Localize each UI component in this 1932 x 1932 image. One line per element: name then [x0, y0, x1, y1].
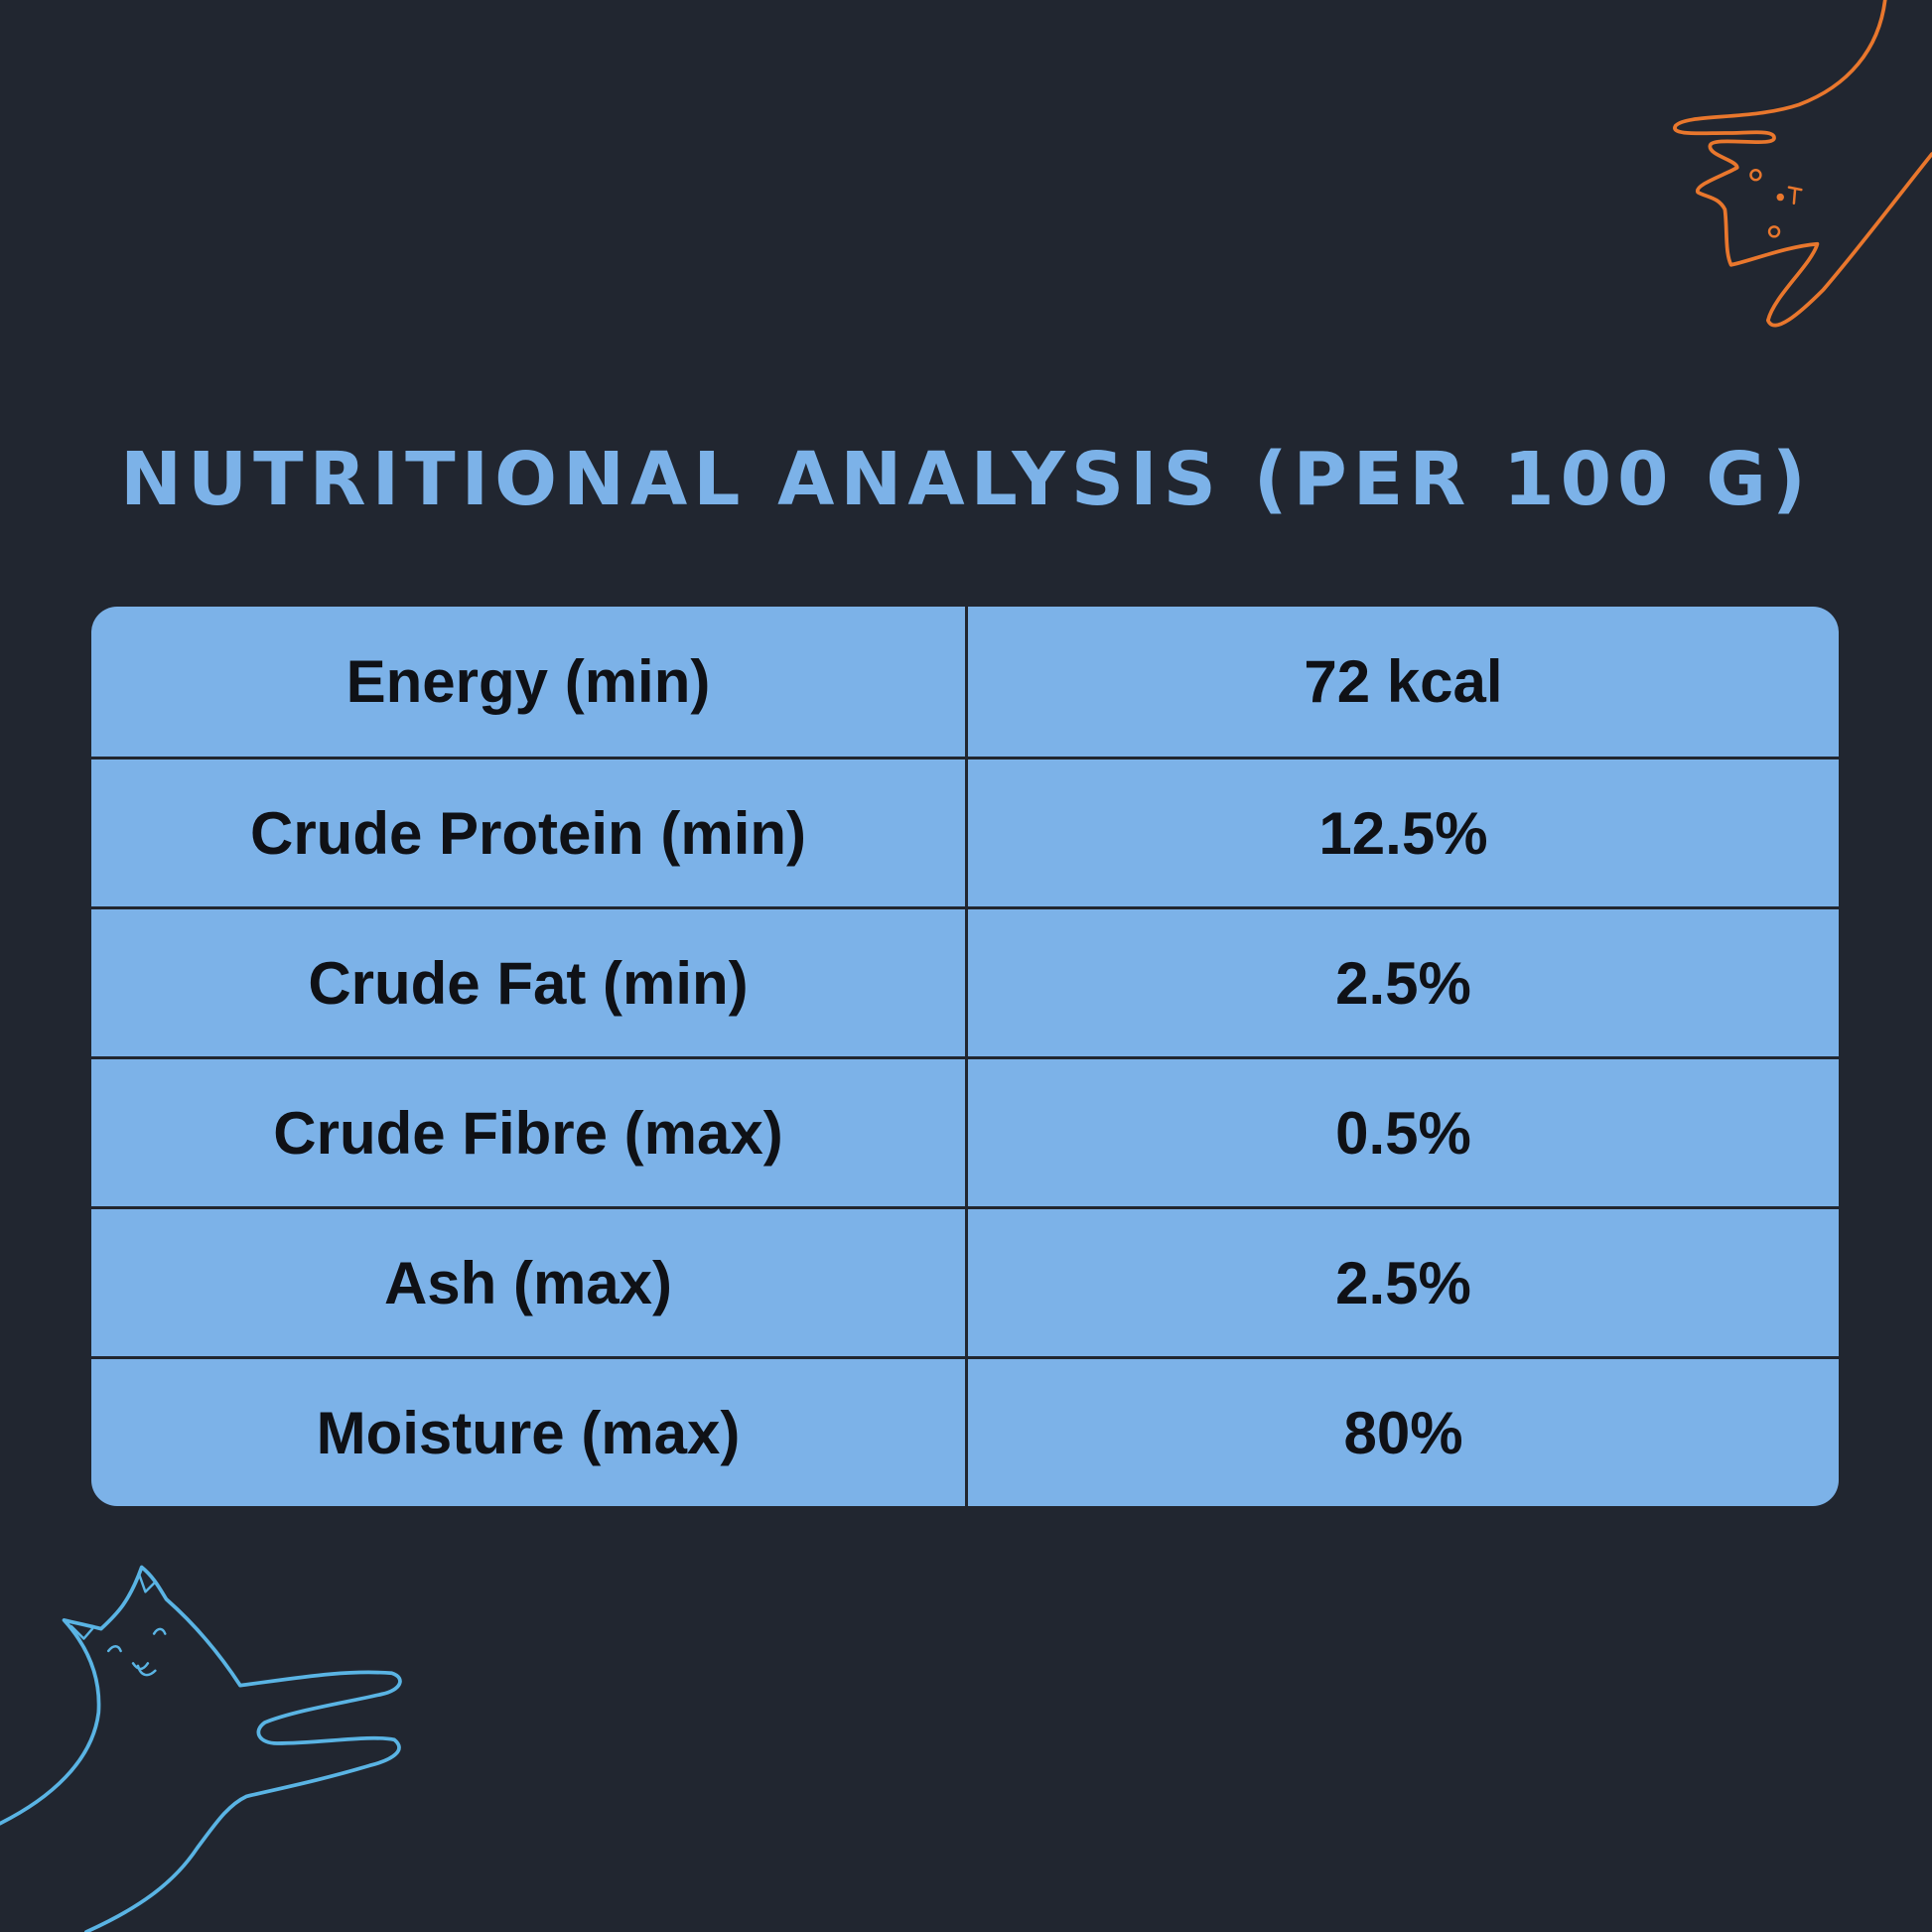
table-row: Crude Protein (min) 12.5%: [91, 757, 1839, 906]
value-cell: 80%: [965, 1359, 1839, 1506]
label-cell: Moisture (max): [316, 1399, 741, 1466]
label-cell: Energy (min): [345, 648, 711, 715]
orange-cat: [1673, 0, 1932, 328]
nutrition-table: Energy (min) 72 kcal Crude Protein (min) 12…: [91, 607, 1839, 1506]
table-row: Ash (max) 2.5%: [91, 1206, 1839, 1356]
table-row: Crude Fibre (max) 0.5%: [91, 1056, 1839, 1206]
table-row: Moisture (max) 80%: [91, 1356, 1839, 1506]
table-row: Crude Fat (min) 2.5%: [91, 906, 1839, 1056]
label-cell: Ash (max): [383, 1249, 673, 1316]
value-cell: 12.5%: [965, 759, 1839, 906]
label-cell: Crude Protein (min): [249, 799, 806, 867]
label-cell: Crude Fibre (max): [273, 1099, 783, 1167]
value-cell: 72 kcal: [965, 607, 1839, 757]
blue-cat: [0, 1565, 402, 1932]
title: Nutritional Analysis (per 100 g): [120, 437, 1812, 522]
value-cell: 2.5%: [965, 1209, 1839, 1356]
value-cell: 0.5%: [965, 1059, 1839, 1206]
value-cell: 2.5%: [965, 909, 1839, 1056]
label-cell: Crude Fat (min): [308, 949, 749, 1017]
table-row: Energy (min) 72 kcal: [91, 607, 1839, 757]
